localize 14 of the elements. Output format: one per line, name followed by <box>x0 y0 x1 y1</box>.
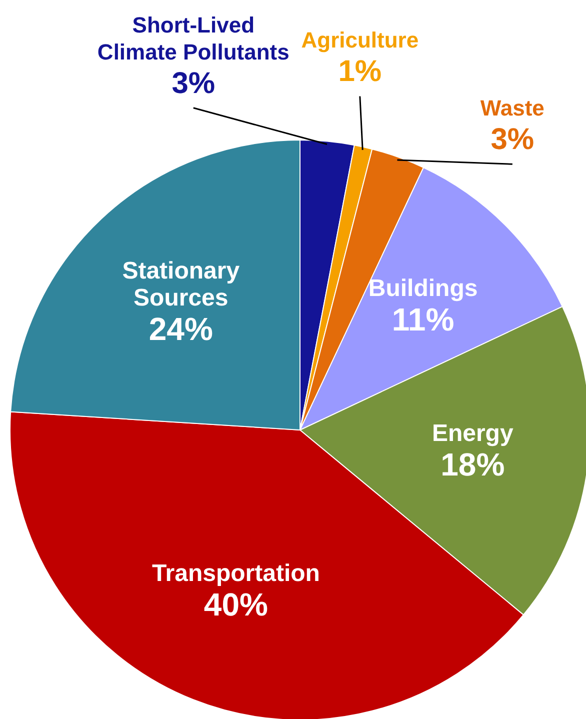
data-label: 1% <box>338 55 382 88</box>
slice-label: Short-Lived Climate Pollutants <box>97 12 290 64</box>
data-label: 3% <box>172 66 216 100</box>
slice-label: Energy <box>432 420 514 447</box>
slice-label: Transportation <box>152 560 320 587</box>
data-label: 18% <box>440 446 505 482</box>
data-label: 11% <box>392 301 454 338</box>
slice-label: Agriculture <box>301 28 419 53</box>
data-label: 3% <box>490 123 534 156</box>
slice-label: Stationary Sources <box>122 258 240 312</box>
slice-label: Waste <box>480 96 544 121</box>
data-label: 24% <box>148 311 213 348</box>
data-label: 40% <box>204 586 268 622</box>
slice-label: Buildings <box>368 274 478 302</box>
